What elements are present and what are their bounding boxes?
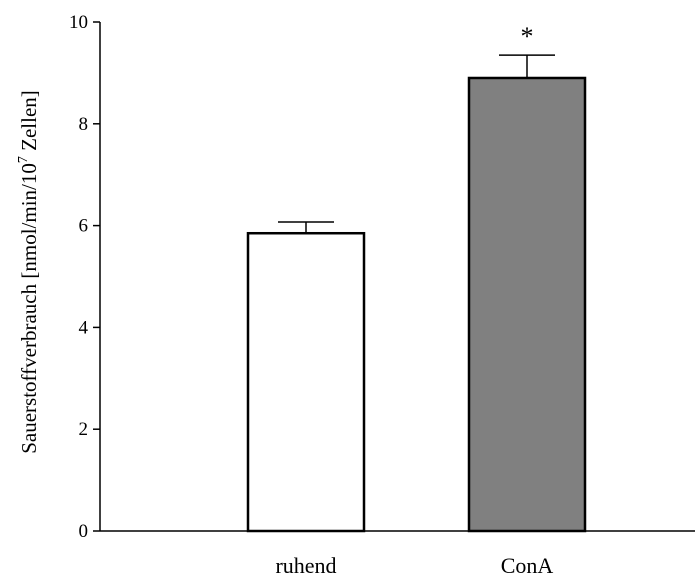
category-label: ConA: [501, 553, 554, 578]
y-tick-label: 2: [79, 419, 89, 440]
y-tick-label: 8: [79, 114, 89, 135]
category-label: ruhend: [275, 553, 336, 578]
category-labels: ruhend ConA: [275, 553, 553, 578]
bar-ruhend: [246, 231, 366, 533]
bars: *: [246, 22, 587, 533]
y-axis-title: Sauerstoffverbrauch [nmol/min/107 Zellen…: [16, 90, 41, 454]
y-axis-title-tail: Zellen]: [17, 90, 41, 156]
y-axis-title-superscript: 7: [16, 156, 31, 163]
bar-cona: [467, 76, 587, 533]
y-tick-label: 6: [79, 216, 89, 237]
y-axis: 0 2 4 6 8 10: [69, 12, 101, 542]
y-tick-label: 4: [79, 317, 89, 338]
y-axis-title-main: Sauerstoffverbrauch [nmol/min/10: [17, 163, 41, 454]
significance-marker: *: [521, 22, 534, 51]
y-ticks: 0 2 4 6 8 10: [69, 12, 100, 542]
y-tick-label: 0: [79, 521, 89, 542]
y-tick-label: 10: [69, 12, 88, 33]
